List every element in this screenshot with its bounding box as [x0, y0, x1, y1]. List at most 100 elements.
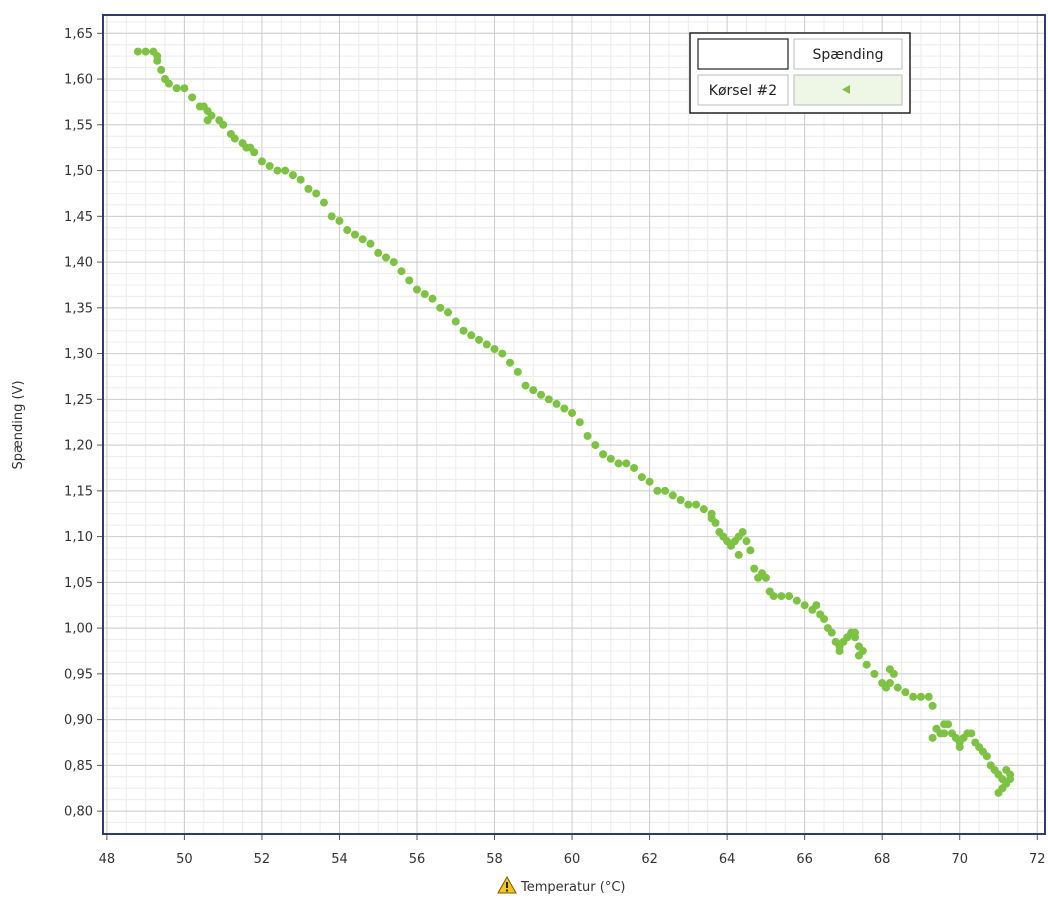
data-point	[692, 500, 701, 509]
legend: Spænding Kørsel #2	[689, 32, 911, 114]
y-tick-label: 0,80	[64, 805, 93, 820]
y-tick-label: 1,35	[64, 301, 93, 316]
data-point	[281, 166, 290, 175]
x-tick-label: 52	[254, 852, 271, 867]
x-tick-label: 54	[331, 852, 348, 867]
data-point	[327, 212, 336, 221]
x-tick-label: 62	[641, 852, 658, 867]
y-tick-label: 1,40	[64, 256, 93, 271]
data-point	[599, 450, 608, 459]
data-point	[188, 93, 197, 102]
y-axis-ticks: 0,80 0,85 0,90 0,95 1,00 1,05 1,10 1,15 1,20 1,25…	[64, 27, 103, 820]
data-point	[459, 326, 468, 335]
data-point	[1002, 765, 1011, 774]
data-point	[928, 701, 937, 710]
data-point	[637, 473, 646, 482]
x-tick-label: 64	[719, 852, 736, 867]
legend-corner-cell	[697, 38, 789, 70]
data-point	[405, 276, 414, 285]
data-point	[785, 592, 794, 601]
data-point	[909, 692, 918, 701]
data-point	[940, 720, 949, 729]
data-point	[1006, 775, 1015, 784]
data-point	[800, 601, 809, 610]
y-tick-label: 1,30	[64, 347, 93, 362]
data-point	[529, 386, 538, 395]
y-tick-label: 1,45	[64, 210, 93, 225]
plot-background	[103, 15, 1045, 834]
x-tick-label: 48	[99, 852, 116, 867]
x-tick-label: 56	[409, 852, 426, 867]
x-axis-title: Temperatur (°C)	[520, 880, 626, 895]
data-point	[738, 528, 747, 537]
data-point	[769, 592, 778, 601]
data-point	[203, 116, 212, 125]
data-point	[521, 381, 530, 390]
y-tick-label: 1,15	[64, 484, 93, 499]
data-point	[777, 592, 786, 601]
data-point	[630, 463, 639, 472]
data-point	[482, 340, 491, 349]
data-point	[141, 47, 150, 56]
x-axis-ticks: 48 50 52 54 56 58 60 62 64 66 68 70 72	[99, 834, 1046, 867]
data-point	[133, 47, 142, 56]
data-point	[967, 729, 976, 738]
data-point	[591, 441, 600, 450]
data-point	[854, 651, 863, 660]
data-point	[428, 294, 437, 303]
data-point	[498, 349, 507, 358]
data-point	[288, 171, 297, 180]
x-tick-label: 68	[874, 852, 891, 867]
x-tick-label: 58	[486, 852, 503, 867]
data-point	[893, 683, 902, 692]
data-point	[265, 161, 274, 170]
y-tick-label: 0,85	[64, 759, 93, 774]
y-tick-label: 0,90	[64, 713, 93, 728]
x-tick-label: 66	[796, 852, 813, 867]
data-point	[219, 120, 228, 129]
grid-major	[103, 15, 1045, 834]
data-point	[397, 267, 406, 276]
data-point	[506, 358, 515, 367]
data-point	[916, 692, 925, 701]
legend-marker-icon	[842, 85, 850, 94]
data-point	[358, 235, 367, 244]
warning-triangle-icon[interactable]	[497, 875, 517, 894]
data-point	[851, 628, 860, 637]
data-point	[940, 729, 949, 738]
data-point	[296, 175, 305, 184]
data-point	[467, 331, 476, 340]
data-point	[746, 546, 755, 555]
data-point	[606, 454, 615, 463]
data-point	[812, 601, 821, 610]
data-point	[560, 404, 569, 413]
data-point	[982, 752, 991, 761]
data-point	[374, 248, 383, 257]
data-point	[661, 486, 670, 495]
y-tick-label: 1,55	[64, 118, 93, 133]
data-point	[568, 409, 577, 418]
data-point	[537, 390, 546, 399]
data-point	[761, 573, 770, 582]
data-point	[668, 491, 677, 500]
data-point	[870, 669, 879, 678]
data-point	[451, 317, 460, 326]
data-point	[343, 226, 352, 235]
y-tick-label: 1,25	[64, 393, 93, 408]
data-point	[820, 614, 829, 623]
data-point	[614, 459, 623, 468]
data-point	[885, 665, 894, 674]
x-axis-title-group: Temperatur (°C)	[497, 875, 626, 895]
data-point	[792, 596, 801, 605]
data-point	[230, 134, 239, 143]
data-point	[312, 189, 321, 198]
data-point	[998, 784, 1007, 793]
y-tick-label: 0,95	[64, 667, 93, 682]
y-axis-title: Spænding (V)	[11, 380, 26, 469]
y-tick-label: 1,65	[64, 27, 93, 42]
y-tick-label: 1,00	[64, 622, 93, 637]
data-point	[684, 500, 693, 509]
data-point	[366, 239, 375, 248]
data-point	[413, 285, 421, 294]
data-series-korsel-2	[133, 47, 1015, 797]
